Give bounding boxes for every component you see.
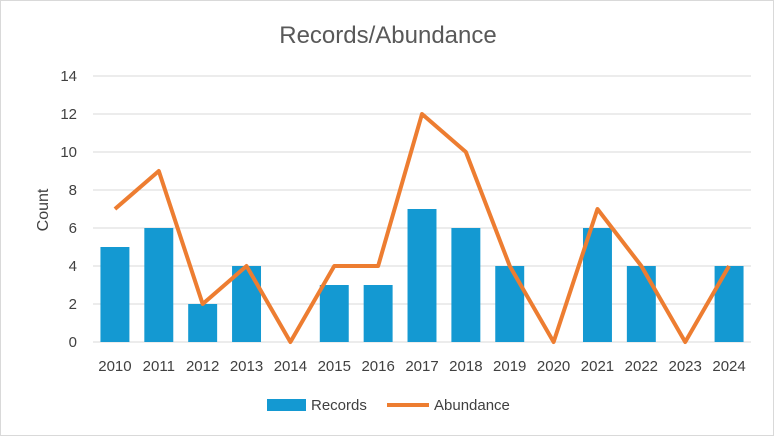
x-tick-label: 2011 [143,358,175,375]
x-tick-label: 2015 [318,358,351,375]
bar-records [144,228,174,342]
x-tick-label: 2024 [712,358,745,375]
y-tick-label: 6 [69,220,77,237]
x-tick-label: 2021 [581,358,614,375]
bar-records [407,209,437,342]
bar-records [495,266,525,342]
bar-series [100,209,744,342]
legend-abundance-label: Abundance [434,397,510,414]
x-tick-label: 2013 [230,358,263,375]
bar-records [188,304,218,342]
legend-records-swatch [267,399,306,411]
y-axis-ticks: 0 2 4 6 8 10 12 14 [60,68,77,351]
bar-records [451,228,481,342]
bar-records [626,266,656,342]
x-tick-label: 2022 [625,358,658,375]
chart-title: Records/Abundance [279,22,496,49]
line-series [113,112,731,344]
bar-records [319,285,349,342]
bar-records [232,266,262,342]
bar-records [714,266,744,342]
y-tick-label: 8 [69,182,77,199]
y-tick-label: 4 [69,258,77,275]
x-tick-label: 2020 [537,358,570,375]
bar-records [363,285,393,342]
bar-records [582,228,612,342]
bar-records [100,247,130,342]
y-tick-label: 12 [60,106,77,123]
y-tick-label: 2 [69,296,77,313]
legend-records-label: Records [311,397,367,414]
x-tick-label: 2012 [186,358,219,375]
x-tick-label: 2018 [449,358,482,375]
y-tick-label: 10 [60,144,77,161]
y-axis-title: Count [35,188,52,231]
legend: Records Abundance [267,397,510,414]
x-tick-label: 2023 [669,358,702,375]
x-axis-ticks: 2010 2011 2012 2013 2014 2015 2016 2017 2018 2019… [98,358,746,375]
x-tick-label: 2017 [405,358,438,375]
x-tick-label: 2016 [361,358,394,375]
x-tick-label: 2010 [98,358,131,375]
y-tick-label: 14 [60,68,77,85]
y-tick-label: 0 [69,334,77,351]
x-tick-label: 2014 [274,358,307,375]
x-tick-label: 2019 [493,358,526,375]
